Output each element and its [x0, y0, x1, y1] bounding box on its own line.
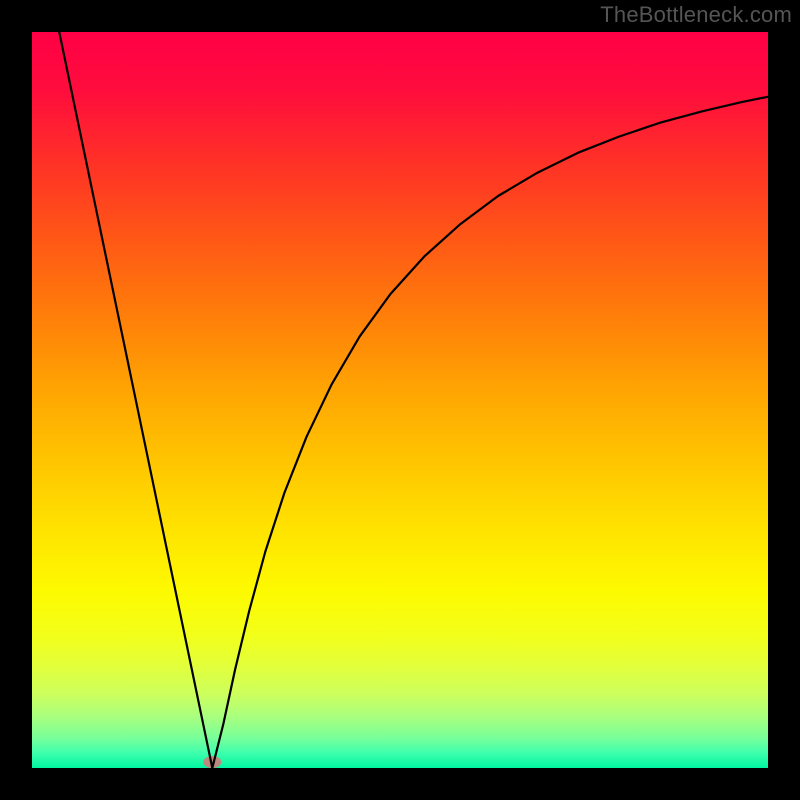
chart-container: TheBottleneck.com: [0, 0, 800, 800]
plot-svg: [0, 0, 800, 800]
plot-background: [32, 32, 768, 768]
